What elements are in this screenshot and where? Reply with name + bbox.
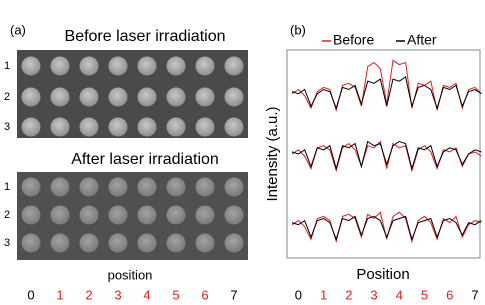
spot [167,178,186,197]
legend-label: Before [333,32,374,48]
spot [138,234,157,253]
panel-label: (b) [290,22,306,37]
x-tick-label: 2 [345,287,352,302]
spot [80,118,99,137]
spot [51,178,70,197]
row-label: 3 [4,121,10,133]
spot [22,178,41,197]
row-label: 2 [4,209,10,221]
spot [22,206,41,225]
spot [167,118,186,137]
x-label: Position [356,266,409,283]
row-label: 1 [4,60,10,72]
position-label: 3 [114,287,121,302]
spot [167,57,186,76]
spot [196,178,215,197]
spot [80,234,99,253]
position-label: 4 [143,287,150,302]
spot [109,206,128,225]
trace [292,142,481,169]
spot [225,178,244,197]
spot [138,57,157,76]
x-tick-label: 6 [446,287,453,302]
x-tick-label: 0 [295,287,302,302]
spot [51,234,70,253]
spot [138,206,157,225]
spot [225,57,244,76]
x-tick-label: 3 [370,287,377,302]
position-label: 1 [56,287,63,302]
spot [225,206,244,225]
figure: (a) (b) position Position Intensity (a.u… [0,0,485,305]
spot [109,178,128,197]
y-label: Intensity (a.u.) [264,106,281,201]
spot [167,234,186,253]
spot [196,88,215,107]
spot [51,88,70,107]
spot [138,118,157,137]
spot [196,206,215,225]
spot [80,206,99,225]
position-label: 2 [85,287,92,302]
spot [225,234,244,253]
spot [225,88,244,107]
spot [196,57,215,76]
x-tick-label: 7 [471,287,478,302]
spot [138,178,157,197]
image-title: After laser irradiation [71,151,219,168]
position-label: 7 [230,287,237,302]
spot [167,88,186,107]
panel-label: (a) [10,22,26,37]
spot [51,118,70,137]
spot [167,206,186,225]
spot [138,88,157,107]
spot [51,206,70,225]
x-label: position [108,267,153,282]
legend-label: After [407,32,437,48]
spot [109,234,128,253]
spot [22,88,41,107]
spot [80,178,99,197]
spot [22,57,41,76]
spot [109,88,128,107]
spot [109,57,128,76]
position-label: 0 [27,287,34,302]
position-label: 5 [172,287,179,302]
spot [196,234,215,253]
spot [196,118,215,137]
spot [80,88,99,107]
trace [292,142,481,171]
x-tick-label: 4 [396,287,403,302]
row-label: 3 [4,237,10,249]
spot [80,57,99,76]
spot [109,118,128,137]
spot [51,57,70,76]
x-tick-label: 5 [421,287,428,302]
position-label: 6 [201,287,208,302]
x-tick-label: 1 [320,287,327,302]
spot [225,118,244,137]
spot [22,118,41,137]
row-label: 2 [4,91,10,103]
image-title: Before laser irradiation [65,28,226,45]
row-label: 1 [4,181,10,193]
trace [292,60,481,110]
spot [22,234,41,253]
